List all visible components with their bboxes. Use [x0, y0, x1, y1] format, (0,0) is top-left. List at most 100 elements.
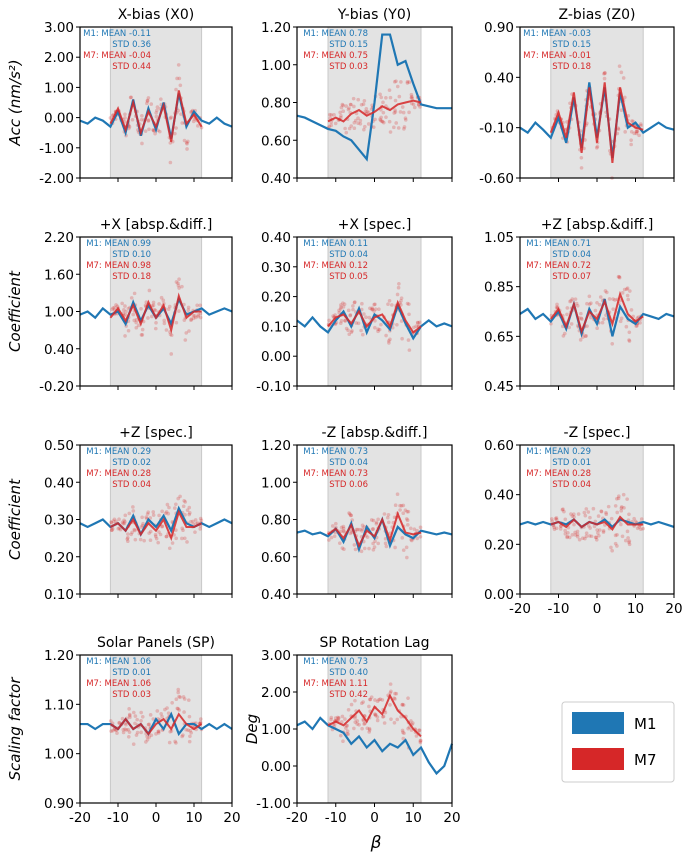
- legend: M1 M7: [561, 701, 675, 783]
- stats-annotation: STD 0.42: [329, 690, 368, 700]
- m7-scatter-point: [388, 703, 392, 707]
- m7-scatter-point: [558, 527, 563, 531]
- m7-scatter-point: [594, 538, 599, 542]
- m7-scatter-point: [381, 715, 385, 719]
- m7-scatter-point: [149, 314, 154, 319]
- y-tick-label: 0.00: [261, 349, 291, 365]
- m7-scatter-point: [381, 110, 386, 115]
- m7-scatter-point: [186, 305, 191, 310]
- m7-scatter-point: [635, 129, 639, 133]
- m7-scatter-point: [395, 322, 399, 327]
- m7-scatter-point: [129, 95, 133, 100]
- m7-scatter-point: [589, 315, 593, 320]
- m7-scatter-point: [387, 119, 392, 124]
- m7-scatter-point: [170, 541, 175, 545]
- y-tick-label: 1.00: [261, 722, 291, 738]
- m7-scatter-point: [343, 319, 347, 323]
- m7-scatter-point: [388, 130, 393, 134]
- stats-annotation: M7: MEAN 0.75: [303, 51, 368, 61]
- m7-scatter-point: [351, 96, 356, 101]
- m7-scatter-point: [353, 720, 358, 724]
- m7-scatter-point: [349, 513, 353, 518]
- m7-scatter-point: [569, 299, 573, 303]
- stats-annotation: STD 0.04: [112, 480, 151, 490]
- m7-scatter-point: [625, 293, 630, 298]
- m7-scatter-point: [550, 519, 555, 524]
- m7-scatter-point: [329, 123, 334, 128]
- m7-scatter-point: [341, 103, 345, 108]
- y-tick-label: -1.00: [256, 796, 291, 812]
- m7-scatter-point: [151, 128, 156, 133]
- m7-scatter-point: [400, 702, 405, 707]
- m7-scatter-point: [374, 520, 379, 525]
- m7-scatter-point: [375, 715, 380, 719]
- m7-scatter-point: [378, 92, 382, 97]
- m7-scatter-point: [401, 110, 406, 115]
- m7-scatter-point: [193, 518, 198, 522]
- m7-scatter-point: [579, 156, 584, 160]
- m7-scatter-point: [597, 303, 602, 307]
- subplot-title: Z-bias (Z0): [559, 7, 636, 23]
- m7-scatter-point: [196, 124, 200, 128]
- m7-scatter-point: [398, 503, 402, 508]
- m7-scatter-point: [139, 306, 143, 311]
- m7-scatter-point: [154, 536, 159, 541]
- m7-scatter-point: [615, 533, 619, 537]
- m7-scatter-point: [624, 287, 629, 291]
- m7-scatter-point: [156, 540, 160, 545]
- m7-scatter-point: [399, 503, 404, 508]
- m7-scatter-point: [398, 508, 402, 512]
- m7-scatter-point: [123, 513, 128, 518]
- m7-scatter-point: [198, 311, 203, 316]
- m7-scatter-point: [411, 102, 416, 107]
- m7-scatter-point: [153, 326, 158, 331]
- m7-scatter-point: [371, 125, 376, 129]
- subplot-title: X-bias (X0): [118, 7, 194, 23]
- m7-scatter-point: [373, 712, 378, 717]
- m7-scatter-point: [109, 521, 114, 525]
- m7-scatter-point: [147, 288, 152, 293]
- m7-scatter-point: [570, 297, 575, 301]
- m7-scatter-point: [583, 334, 588, 338]
- m7-scatter-point: [198, 315, 203, 320]
- m7-scatter-point: [406, 523, 410, 527]
- m7-scatter-point: [155, 108, 159, 113]
- m7-scatter-point: [572, 515, 576, 519]
- m7-scatter-point: [124, 728, 129, 732]
- m7-scatter-point: [410, 94, 414, 99]
- m7-scatter-point: [632, 131, 637, 136]
- stats-annotation: M1: MEAN 0.73: [303, 447, 368, 457]
- m7-scatter-point: [360, 523, 365, 528]
- m7-scatter-point: [341, 305, 346, 309]
- m7-scatter-point: [347, 106, 351, 110]
- m7-scatter-point: [596, 514, 601, 518]
- m7-scatter-point: [133, 714, 138, 718]
- stats-annotation: M1: MEAN 0.73: [303, 657, 368, 667]
- m7-scatter-point: [352, 726, 356, 731]
- m7-scatter-point: [384, 115, 388, 119]
- m7-scatter-point: [379, 95, 384, 100]
- m7-scatter-point: [582, 510, 587, 515]
- m7-scatter-point: [610, 548, 614, 553]
- m7-scatter-point: [571, 512, 576, 517]
- m7-scatter-point: [187, 714, 192, 719]
- m7-scatter-point: [567, 325, 571, 330]
- m7-scatter-point: [109, 520, 113, 524]
- m7-scatter-point: [169, 115, 173, 120]
- y-tick-label: 0.30: [44, 513, 74, 529]
- m7-scatter-point: [629, 130, 634, 134]
- m7-scatter-point: [332, 534, 337, 539]
- m7-scatter-point: [400, 105, 405, 109]
- y-tick-label: 0.40: [484, 488, 514, 504]
- m7-scatter-point: [360, 726, 364, 731]
- m7-scatter-point: [405, 301, 410, 306]
- m7-scatter-point: [627, 339, 632, 343]
- y-tick-label: 0.40: [261, 587, 291, 603]
- m7-scatter-point: [615, 497, 619, 501]
- m7-scatter-point: [146, 119, 151, 123]
- m7-scatter-point: [346, 107, 351, 112]
- m7-scatter-point: [617, 275, 622, 279]
- m7-scatter-point: [371, 547, 376, 552]
- m7-series-line: [550, 290, 644, 335]
- m7-scatter-point: [638, 122, 643, 126]
